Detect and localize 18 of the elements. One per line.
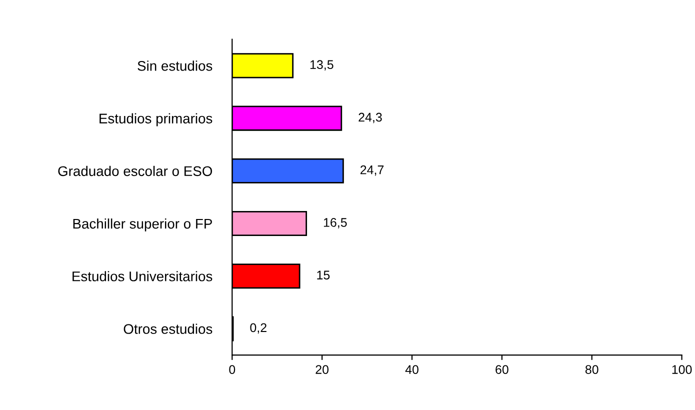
data-label: 24,7 bbox=[360, 165, 384, 176]
y-tick-label: Bachiller superior o FP bbox=[73, 218, 212, 232]
y-tick-label: Sin estudios bbox=[138, 60, 212, 71]
x-tick-label: 40 bbox=[405, 365, 418, 374]
data-label: 24,3 bbox=[358, 112, 382, 124]
data-label: 15 bbox=[317, 270, 330, 280]
y-tick-label: Estudios primarios bbox=[100, 113, 212, 126]
x-tick-label: 60 bbox=[496, 365, 508, 374]
y-tick-label: Estudios Universitarios bbox=[72, 271, 212, 282]
x-tick-label: 100 bbox=[672, 365, 692, 374]
data-label: 13,5 bbox=[310, 60, 334, 70]
y-tick-label: Graduado escolar o ESO bbox=[58, 166, 212, 176]
data-label: 16,5 bbox=[324, 218, 347, 228]
data-label: 0,2 bbox=[250, 323, 266, 334]
y-tick-label: Otros estudios bbox=[124, 324, 212, 334]
x-tick-label: 80 bbox=[585, 365, 598, 374]
x-tick-label: 0 bbox=[229, 365, 236, 374]
x-tick-label: 20 bbox=[316, 365, 329, 374]
